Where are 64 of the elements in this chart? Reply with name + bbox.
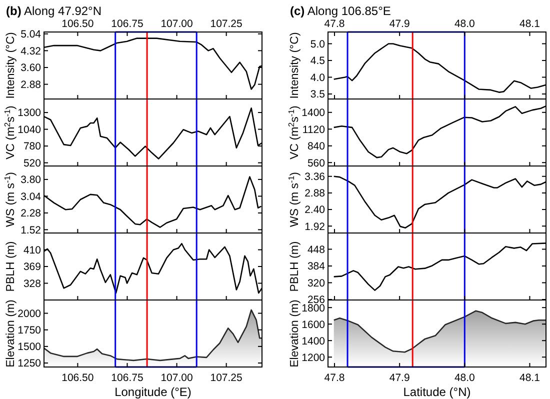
y-tick-label: 4.5 <box>310 55 326 68</box>
x-tick-label: 48.1 <box>520 372 540 384</box>
x-axis-title: Longitude (°E) <box>114 385 192 399</box>
x-axis-title: Latitude (°N) <box>403 385 471 399</box>
y-tick-label: 2.40 <box>304 204 326 216</box>
x-tick-label: 48.0 <box>454 372 476 384</box>
y-tick-label: 320 <box>307 277 326 290</box>
y-axis-title: PBLH (m) <box>289 241 301 292</box>
y-tick-label: 1800 <box>302 302 326 314</box>
x2-tick-label: 48.0 <box>454 18 476 30</box>
y-tick-label: 4.32 <box>20 45 42 58</box>
y-tick-label: 3.36 <box>304 171 326 184</box>
y-tick-label: 560 <box>307 157 326 170</box>
y-tick-label: 1.52 <box>20 224 42 236</box>
y-tick-label: 2.88 <box>20 78 42 91</box>
y-tick-label: 1300 <box>18 107 42 120</box>
y-tick-label: 5.0 <box>310 38 326 50</box>
y-tick-label: 1750 <box>18 324 42 337</box>
y-tick-label: 2.88 <box>304 188 326 200</box>
x-tick-label: 106.75 <box>111 372 144 384</box>
y-tick-label: 1400 <box>302 107 326 120</box>
x-tick-label: 107.25 <box>210 372 243 384</box>
y-tick-label: 840 <box>307 140 326 153</box>
x-tick-label: 47.9 <box>389 372 410 384</box>
y-tick-label: 5.04 <box>20 28 42 41</box>
y-tick-label: 1200 <box>302 352 326 364</box>
chart-title: (b) Along 47.92°N <box>6 4 102 18</box>
x2-tick-label: 48.1 <box>520 18 540 30</box>
y-tick-label: 1.92 <box>304 220 326 233</box>
y-tick-label: 3.04 <box>20 190 42 203</box>
y-tick-label: 2.28 <box>20 208 42 220</box>
y-tick-label: 3.5 <box>310 88 326 101</box>
y-tick-label: 328 <box>23 278 42 290</box>
y-tick-label: 448 <box>307 244 326 256</box>
x2-tick-label: 107.25 <box>210 18 243 30</box>
x-tick-label: 106.50 <box>62 372 94 384</box>
y-tick-label: 1600 <box>302 318 326 331</box>
x2-tick-label: 106.75 <box>111 18 144 30</box>
y-tick-label: 410 <box>23 244 42 256</box>
y-tick-label: 780 <box>23 140 42 153</box>
x2-tick-label: 47.9 <box>389 18 410 30</box>
y-tick-label: 1400 <box>302 335 326 348</box>
y-tick-label: 1040 <box>18 124 42 136</box>
y-axis-title: Intensity (°C) <box>289 32 301 99</box>
x2-tick-label: 107.00 <box>160 18 193 30</box>
y-tick-label: 3.80 <box>20 174 42 186</box>
x2-tick-label: 106.50 <box>62 18 94 30</box>
y-tick-label: 3.60 <box>20 62 42 74</box>
y-tick-label: 1500 <box>18 341 42 354</box>
x-tick-label: 47.8 <box>324 372 345 384</box>
y-axis-title: Elevation (m) <box>5 299 17 368</box>
y-tick-label: 1250 <box>18 358 42 370</box>
x-tick-label: 107.00 <box>160 372 193 384</box>
y-tick-label: 4.0 <box>310 72 326 84</box>
chart-title: (c) Along 106.85°E <box>290 4 391 18</box>
y-tick-label: 369 <box>23 261 42 274</box>
y-tick-label: 384 <box>307 260 326 273</box>
y-axis-title: PBLH (m) <box>5 241 17 292</box>
y-tick-label: 2000 <box>18 308 42 320</box>
x2-tick-label: 47.8 <box>324 18 345 30</box>
y-axis-title: Intensity (°C) <box>5 32 17 99</box>
y-tick-label: 1120 <box>302 124 326 136</box>
y-tick-label: 520 <box>23 157 42 170</box>
y-axis-title: Elevation (m) <box>289 299 301 368</box>
